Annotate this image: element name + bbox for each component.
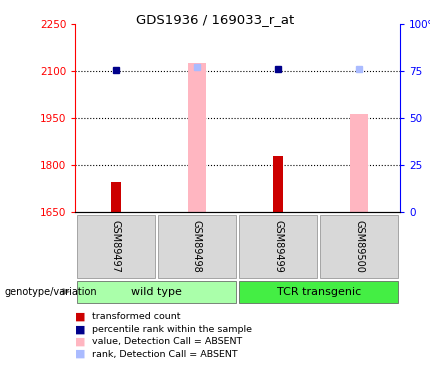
Text: genotype/variation: genotype/variation	[4, 286, 97, 297]
Text: GSM89498: GSM89498	[192, 220, 202, 273]
Text: value, Detection Call = ABSENT: value, Detection Call = ABSENT	[92, 337, 243, 346]
Text: ■: ■	[75, 349, 86, 359]
Text: transformed count: transformed count	[92, 312, 181, 321]
Text: wild type: wild type	[131, 286, 182, 297]
Bar	[350, 114, 368, 212]
Text: ■: ■	[75, 324, 86, 334]
Bar	[239, 215, 317, 278]
Bar	[158, 215, 236, 278]
Text: rank, Detection Call = ABSENT: rank, Detection Call = ABSENT	[92, 350, 238, 358]
Bar	[111, 182, 121, 212]
Bar	[320, 215, 398, 278]
Text: GDS1936 / 169033_r_at: GDS1936 / 169033_r_at	[136, 13, 294, 26]
Bar	[239, 280, 398, 303]
Bar	[273, 156, 283, 212]
Text: GSM89499: GSM89499	[273, 220, 283, 273]
Bar	[188, 63, 206, 212]
Text: GSM89500: GSM89500	[354, 220, 364, 273]
Bar	[77, 215, 155, 278]
Text: ■: ■	[75, 337, 86, 346]
Text: TCR transgenic: TCR transgenic	[276, 286, 361, 297]
Bar	[77, 280, 236, 303]
Text: percentile rank within the sample: percentile rank within the sample	[92, 325, 252, 334]
Text: ■: ■	[75, 312, 86, 322]
Text: GSM89497: GSM89497	[111, 220, 121, 273]
